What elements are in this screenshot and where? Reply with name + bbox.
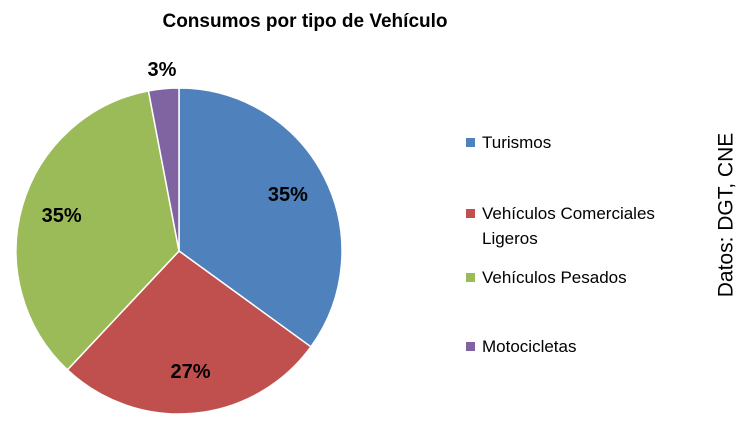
legend-item: Motocicletas xyxy=(466,334,706,359)
legend-label: Motocicletas xyxy=(482,337,577,356)
legend-swatch xyxy=(466,273,475,282)
source-note: Datos: DGT, CNE xyxy=(715,133,738,298)
pie-slice xyxy=(15,90,180,371)
legend-item: Vehículos Pesados xyxy=(466,265,706,290)
pie-slice xyxy=(178,87,343,348)
legend-swatch xyxy=(466,209,475,218)
legend-label: Vehículos Comerciales Ligeros xyxy=(482,204,655,248)
legend-item: Turismos xyxy=(466,130,706,155)
data-label: 3% xyxy=(148,59,177,81)
chart-title: Consumos por tipo de Vehículo xyxy=(162,11,447,32)
legend-swatch xyxy=(466,138,475,147)
pie-slice xyxy=(66,250,312,415)
legend-label: Vehículos Pesados xyxy=(482,268,627,287)
pie-slice xyxy=(147,87,180,252)
legend-item: Vehículos Comerciales Ligeros xyxy=(466,201,706,251)
data-label: 35% xyxy=(268,184,308,206)
legend-label: Turismos xyxy=(482,133,552,152)
data-label: 35% xyxy=(42,205,82,227)
legend-swatch xyxy=(466,342,475,351)
data-label: 27% xyxy=(170,361,210,383)
